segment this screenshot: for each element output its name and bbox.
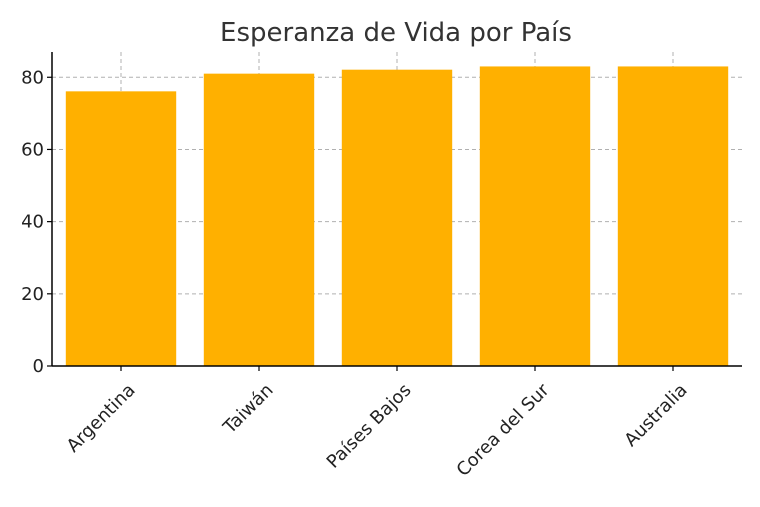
y-tick-label: 60 — [21, 139, 44, 160]
x-tick-label: Australia — [620, 380, 691, 451]
x-tick-label: Corea del Sur — [453, 379, 554, 480]
y-tick-label: 40 — [21, 212, 44, 233]
bar — [203, 73, 315, 366]
chart-title: Esperanza de Vida por País — [220, 18, 572, 48]
y-tick-label: 20 — [21, 284, 44, 305]
bar — [617, 66, 729, 367]
y-tick-label: 0 — [33, 356, 44, 377]
bar — [479, 66, 591, 367]
bars — [65, 66, 729, 367]
x-axis-ticks: Argentina Taiwán Países Bajos Corea del Sur… — [63, 366, 692, 481]
x-tick-label: Argentina — [63, 380, 140, 457]
y-axis-ticks: 0 20 40 60 80 — [21, 67, 52, 377]
x-tick-label: Taiwán — [219, 380, 278, 439]
bar — [65, 91, 177, 366]
bar — [341, 69, 453, 366]
y-tick-label: 80 — [21, 67, 44, 88]
x-tick-label: Países Bajos — [323, 380, 416, 473]
